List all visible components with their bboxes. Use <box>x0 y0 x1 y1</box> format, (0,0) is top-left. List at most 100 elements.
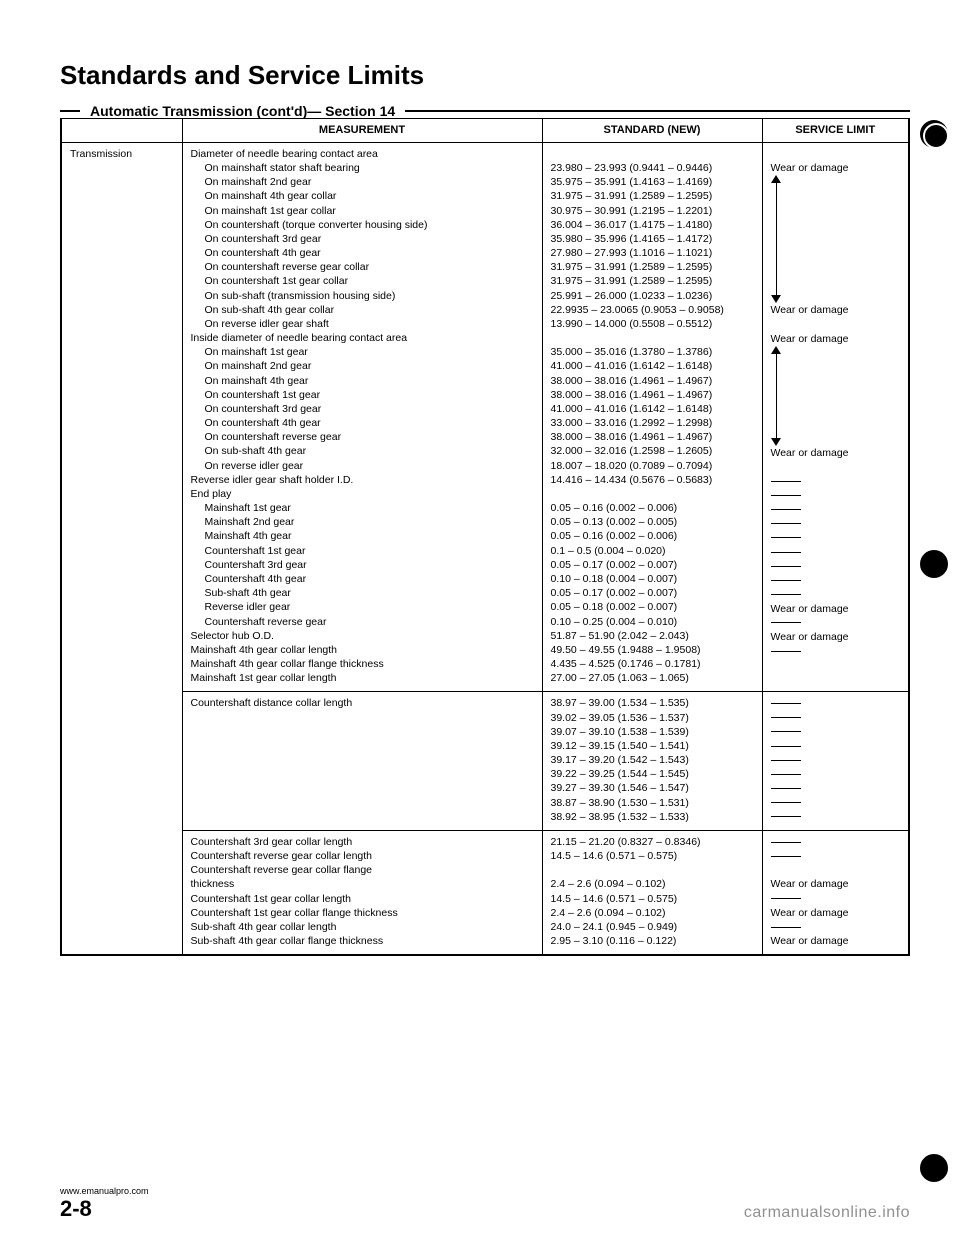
block2-row: Countershaft distance collar length 38.9… <box>62 692 908 831</box>
limit-text: Wear or damage <box>771 161 849 175</box>
dash-icon <box>771 816 801 817</box>
std: 4.435 – 4.525 (0.1746 – 0.1781) <box>551 657 754 671</box>
header-measurement: MEASUREMENT <box>182 119 542 143</box>
std: 0.05 – 0.17 (0.002 – 0.007) <box>551 558 754 572</box>
std: 0.05 – 0.16 (0.002 – 0.006) <box>551 501 754 515</box>
meas: Countershaft reverse gear <box>191 615 534 629</box>
meas: Mainshaft 4th gear collar flange thickne… <box>191 657 534 671</box>
footer-url: www.emanualpro.com <box>60 1186 149 1196</box>
std: 14.5 – 14.6 (0.571 – 0.575) <box>551 849 754 863</box>
block1-row: Transmission Diameter of needle bearing … <box>62 142 908 692</box>
meas: On countershaft 4th gear <box>191 416 534 430</box>
std: 39.02 – 39.05 (1.536 – 1.537) <box>551 711 754 725</box>
meas: Countershaft 1st gear <box>191 544 534 558</box>
dash-icon <box>771 731 801 732</box>
range-arrow-icon <box>771 175 783 303</box>
std: 14.5 – 14.6 (0.571 – 0.575) <box>551 892 754 906</box>
meas: On sub-shaft (transmission housing side) <box>191 289 534 303</box>
meas: Countershaft reverse gear collar flange <box>191 863 534 877</box>
std: 38.87 – 38.90 (1.530 – 1.531) <box>551 796 754 810</box>
dash-icon <box>771 760 801 761</box>
meas: Reverse idler gear <box>191 600 534 614</box>
row-label: Transmission <box>62 142 182 692</box>
page-number: 2-8 <box>60 1196 149 1222</box>
limit-text: Wear or damage <box>771 906 901 920</box>
std: 2.4 – 2.6 (0.094 – 0.102) <box>551 906 754 920</box>
block1-measurement: Diameter of needle bearing contact area … <box>182 142 542 692</box>
std: 38.000 – 38.016 (1.4961 – 1.4967) <box>551 430 754 444</box>
std: 0.10 – 0.18 (0.004 – 0.007) <box>551 572 754 586</box>
dash-icon <box>771 898 801 899</box>
meas: Mainshaft 1st gear <box>191 501 534 515</box>
range-arrow-icon <box>771 346 783 446</box>
block3-row: Countershaft 3rd gear collar length Coun… <box>62 830 908 954</box>
std: 0.05 – 0.13 (0.002 – 0.005) <box>551 515 754 529</box>
std: 24.0 – 24.1 (0.945 – 0.949) <box>551 920 754 934</box>
block2-measurement: Countershaft distance collar length <box>182 692 542 831</box>
header-row: MEASUREMENT STANDARD (NEW) SERVICE LIMIT <box>62 119 908 143</box>
std: 39.12 – 39.15 (1.540 – 1.541) <box>551 739 754 753</box>
dash-icon <box>771 495 801 496</box>
meas: On mainshaft 4th gear <box>191 374 534 388</box>
meas: On countershaft 1st gear <box>191 388 534 402</box>
std: 31.975 – 31.991 (1.2589 – 1.2595) <box>551 274 754 288</box>
std: 0.10 – 0.25 (0.004 – 0.010) <box>551 615 754 629</box>
limit-text: Wear or damage <box>771 877 901 891</box>
meas: Countershaft 1st gear collar length <box>191 892 534 906</box>
meas: On reverse idler gear <box>191 459 534 473</box>
punch-hole-icon <box>920 120 948 148</box>
meas: On mainshaft stator shaft bearing <box>191 161 534 175</box>
meas: On countershaft reverse gear collar <box>191 260 534 274</box>
std: 25.991 – 26.000 (1.0233 – 1.0236) <box>551 289 754 303</box>
std: 41.000 – 41.016 (1.6142 – 1.6148) <box>551 402 754 416</box>
std: 0.05 – 0.18 (0.002 – 0.007) <box>551 600 754 614</box>
std: 18.007 – 18.020 (0.7089 – 0.7094) <box>551 459 754 473</box>
limit-text: Wear or damage <box>771 303 849 317</box>
std: 41.000 – 41.016 (1.6142 – 1.6148) <box>551 359 754 373</box>
page-title: Standards and Service Limits <box>60 60 910 91</box>
meas: On mainshaft 2nd gear <box>191 175 534 189</box>
std: 35.975 – 35.991 (1.4163 – 1.4169) <box>551 175 754 189</box>
meas: On mainshaft 1st gear collar <box>191 204 534 218</box>
meas: On countershaft (torque converter housin… <box>191 218 534 232</box>
dash-icon <box>771 802 801 803</box>
meas: On mainshaft 1st gear <box>191 345 534 359</box>
meas: On mainshaft 4th gear collar <box>191 189 534 203</box>
dash-icon <box>771 523 801 524</box>
meas: On countershaft 3rd gear <box>191 402 534 416</box>
std: 30.975 – 30.991 (1.2195 – 1.2201) <box>551 204 754 218</box>
dash-icon <box>771 927 801 928</box>
watermark: carmanualsonline.info <box>744 1204 910 1222</box>
block1-limit: Wear or damage Wear or damage Wear or da… <box>762 142 908 692</box>
meas: Countershaft reverse gear collar length <box>191 849 534 863</box>
header-blank <box>62 119 182 143</box>
group-b-title: Inside diameter of needle bearing contac… <box>191 331 534 345</box>
std: 38.000 – 38.016 (1.4961 – 1.4967) <box>551 388 754 402</box>
block2-standard: 38.97 – 39.00 (1.534 – 1.535) 39.02 – 39… <box>542 692 762 831</box>
dash-icon <box>771 746 801 747</box>
limit-text: Wear or damage <box>771 630 901 644</box>
limit-text: Wear or damage <box>771 602 901 616</box>
std: 31.975 – 31.991 (1.2589 – 1.2595) <box>551 260 754 274</box>
meas: On mainshaft 2nd gear <box>191 359 534 373</box>
std: 31.975 – 31.991 (1.2589 – 1.2595) <box>551 189 754 203</box>
dash-icon <box>771 842 801 843</box>
std: 2.4 – 2.6 (0.094 – 0.102) <box>551 877 754 891</box>
limit-text: Wear or damage <box>771 332 849 346</box>
dash-icon <box>771 703 801 704</box>
block3-measurement: Countershaft 3rd gear collar length Coun… <box>182 830 542 954</box>
section-rule: Automatic Transmission (cont'd)— Section… <box>60 103 910 119</box>
std: 22.9935 – 23.0065 (0.9053 – 0.9058) <box>551 303 754 317</box>
meas: On reverse idler gear shaft <box>191 317 534 331</box>
meas: Selector hub O.D. <box>191 629 534 643</box>
meas: Mainshaft 4th gear <box>191 529 534 543</box>
std: 21.15 – 21.20 (0.8327 – 0.8346) <box>551 835 754 849</box>
meas: On countershaft 4th gear <box>191 246 534 260</box>
meas: Countershaft 1st gear collar flange thic… <box>191 906 534 920</box>
std: 38.92 – 38.95 (1.532 – 1.533) <box>551 810 754 824</box>
meas: Mainshaft 1st gear collar length <box>191 671 534 685</box>
dash-icon <box>771 622 801 623</box>
dash-icon <box>771 537 801 538</box>
spec-frame: MEASUREMENT STANDARD (NEW) SERVICE LIMIT… <box>60 118 910 956</box>
std: 49.50 – 49.55 (1.9488 – 1.9508) <box>551 643 754 657</box>
